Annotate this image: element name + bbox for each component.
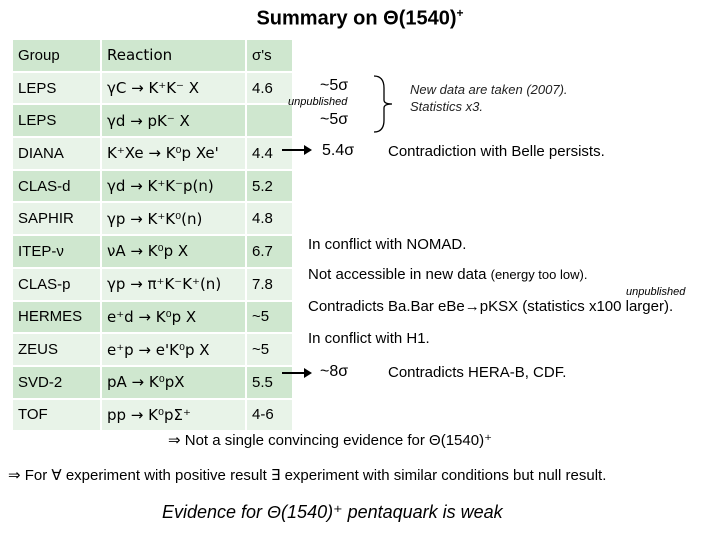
cell-sigma: ~5: [246, 300, 292, 334]
table-row: ITEP-ν νA → K⁰p X 6.7: [13, 235, 292, 268]
cell-group: DIANA: [13, 137, 102, 170]
cell-sigma: 4.6: [246, 71, 292, 105]
leps-sigma-2: ~5σ: [320, 111, 349, 128]
hermes-note: Contradicts Ba.Bar eBe→pKSX (statistics …: [308, 298, 674, 315]
cell-reaction: K⁺Xe → K⁰p Xe': [101, 137, 247, 170]
cell-group: SVD-2: [13, 365, 102, 399]
cell-group: ZEUS: [13, 333, 102, 366]
cell-reaction: νA → K⁰p X: [101, 235, 247, 268]
diana-note: Contradiction with Belle persists.: [388, 143, 605, 160]
table-row: DIANA K⁺Xe → K⁰p Xe' 4.4: [13, 137, 292, 170]
conclusion-line-3: Evidence for Θ(1540)⁺ pentaquark is weak: [162, 502, 503, 522]
header-sigma: σ's: [246, 40, 292, 72]
cell-reaction: e⁺d → K⁰p X: [101, 300, 247, 334]
cell-reaction: pA → K⁰pX: [101, 365, 247, 399]
cell-group: CLAS-d: [13, 169, 102, 203]
cell-reaction: pp → K⁰pΣ⁺: [101, 398, 247, 432]
table-row: SVD-2 pA → K⁰pX 5.5: [13, 365, 292, 399]
cell-reaction: γd → K⁺K⁻p(n): [101, 169, 247, 203]
cell-sigma: ~5: [246, 333, 292, 366]
table-row: TOF pp → K⁰pΣ⁺ 4-6: [13, 398, 292, 432]
summary-table: Group Reaction σ's LEPS γC → K⁺K⁻ X 4.6 …: [13, 40, 292, 432]
table-row: LEPS γd → pK⁻ X: [13, 104, 292, 138]
cell-reaction: γC → K⁺K⁻ X: [101, 71, 247, 105]
cell-reaction: e⁺p → e'K⁰p X: [101, 333, 247, 366]
page-title: Summary on Θ(1540)+: [256, 6, 464, 30]
leps-sigma-1: ~5σ: [320, 77, 349, 94]
svd-arrowhead-icon: [304, 368, 312, 378]
cell-sigma: 6.7: [246, 235, 292, 268]
cell-sigma: 4.4: [246, 137, 292, 170]
brace-icon: [373, 75, 393, 133]
cell-group: SAPHIR: [13, 202, 102, 236]
diana-arrowhead-icon: [304, 145, 312, 155]
table-row: LEPS γC → K⁺K⁻ X 4.6: [13, 71, 292, 105]
diana-arrow-icon: [282, 149, 304, 151]
zeus-note: In conflict with H1.: [308, 330, 430, 347]
cell-sigma: 5.2: [246, 169, 292, 203]
diana-sigma: 5.4σ: [322, 142, 355, 159]
table-row: HERMES e⁺d → K⁰p X ~5: [13, 300, 292, 334]
clasp-note: Not accessible in new data (energy too l…: [308, 266, 588, 283]
leps-stats-note: Statistics x3.: [410, 99, 483, 114]
cell-group: ITEP-ν: [13, 235, 102, 268]
cell-reaction: γp → π⁺K⁻K⁺(n): [101, 267, 247, 301]
table-row: SAPHIR γp → K⁺K⁰(n) 4.8: [13, 202, 292, 236]
leps-unpublished: unpublished: [288, 96, 348, 108]
cell-group: HERMES: [13, 300, 102, 334]
table-row: CLAS-d γd → K⁺K⁻p(n) 5.2: [13, 169, 292, 203]
hermes-unpublished: unpublished: [626, 286, 686, 298]
cell-group: CLAS-p: [13, 267, 102, 301]
cell-sigma: 7.8: [246, 267, 292, 301]
cell-sigma: 4.8: [246, 202, 292, 236]
conclusion-line-1: ⇒ Not a single convincing evidence for Θ…: [168, 432, 492, 449]
itep-note: In conflict with NOMAD.: [308, 236, 467, 253]
svd-sigma: ~8σ: [320, 363, 349, 380]
cell-sigma: 4-6: [246, 398, 292, 432]
table-row: CLAS-p γp → π⁺K⁻K⁺(n) 7.8: [13, 267, 292, 301]
cell-group: TOF: [13, 398, 102, 432]
cell-reaction: γp → K⁺K⁰(n): [101, 202, 247, 236]
cell-group: LEPS: [13, 104, 102, 138]
svd-arrow-icon: [282, 372, 304, 374]
cell-reaction: γd → pK⁻ X: [101, 104, 247, 138]
leps-new-note: New data are taken (2007).: [410, 82, 568, 97]
table-header-row: Group Reaction σ's: [13, 40, 292, 72]
header-group: Group: [13, 40, 102, 72]
header-reaction: Reaction: [101, 40, 247, 72]
cell-sigma: 5.5: [246, 365, 292, 399]
cell-group: LEPS: [13, 71, 102, 105]
svd-note: Contradicts HERA-B, CDF.: [388, 364, 567, 381]
conclusion-line-2: ⇒ For ∀ experiment with positive result …: [8, 467, 607, 484]
cell-sigma: [246, 104, 292, 138]
table-row: ZEUS e⁺p → e'K⁰p X ~5: [13, 333, 292, 366]
